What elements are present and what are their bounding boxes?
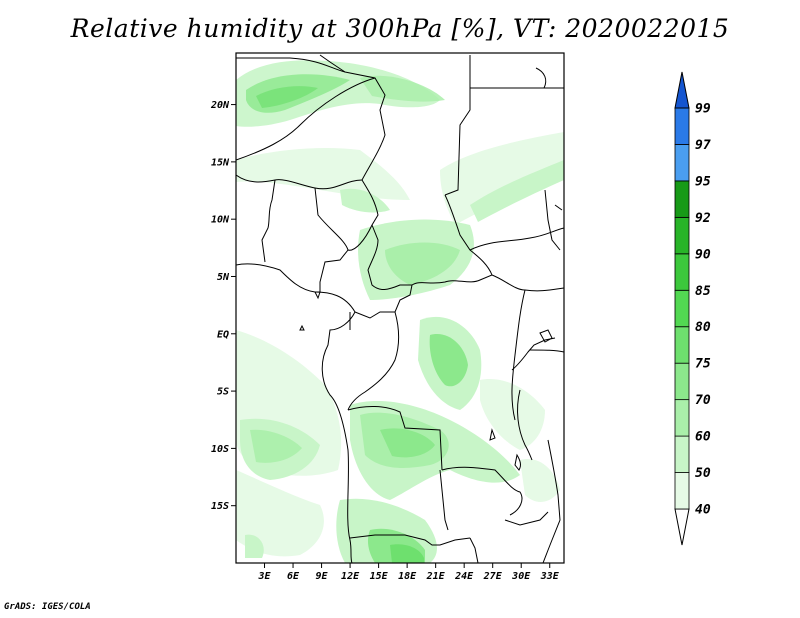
colorbar-segment (674, 362, 690, 401)
lat-label: EQ (217, 329, 229, 340)
colorbar-min-arrow (674, 508, 690, 546)
colorbar-label: 97 (695, 138, 711, 153)
colorbar-label: 75 (695, 357, 711, 372)
colorbar-segment (674, 399, 690, 437)
lat-label: 20N (210, 100, 230, 111)
lon-label: 6E (287, 571, 300, 582)
colorbar-label: 92 (695, 211, 711, 226)
lat-label: 5S (217, 387, 229, 398)
colorbar-segment (674, 289, 690, 328)
colorbar-label: 80 (695, 320, 711, 335)
latitude-axis: 20N 15N 10N 5N EQ 5S 10S 15S (210, 100, 236, 512)
lon-label: 12E (341, 571, 360, 582)
colorbar-segment (674, 180, 690, 218)
lat-label: 5N (217, 272, 230, 283)
colorbar-label: 95 (695, 174, 711, 189)
lon-label: 18E (398, 571, 417, 582)
lon-label: 27E (483, 571, 503, 582)
colorbar-segment (674, 144, 690, 182)
lat-label: 15S (211, 501, 229, 512)
colorbar-segment (674, 216, 690, 255)
lon-label: 24E (454, 571, 474, 582)
colorbar-label: 70 (695, 393, 711, 408)
lon-label: 3E (257, 571, 271, 582)
map-frame (235, 52, 565, 564)
lat-label: 10S (211, 444, 229, 455)
lat-label: 15N (211, 157, 230, 168)
colorbar-label: 50 (695, 466, 711, 481)
colorbar-label: 40 (695, 503, 711, 518)
colorbar-label: 85 (695, 284, 711, 299)
humidity-shading (236, 60, 564, 563)
lon-label: 9E (316, 571, 329, 582)
colorbar-segment (674, 326, 690, 364)
colorbar-segment (674, 253, 690, 291)
colorbar-segment (674, 107, 690, 145)
colorbar-label: 90 (695, 247, 711, 262)
lon-label: 21E (426, 571, 446, 582)
colorbar-label: 60 (695, 430, 711, 445)
colorbar: 40 50 60 70 75 80 85 90 92 95 97 99 (674, 71, 711, 546)
lon-label: 33E (540, 571, 560, 582)
colorbar-segment (674, 472, 690, 510)
lon-label: 15E (370, 571, 389, 582)
map-title: Relative humidity at 300hPa [%], VT: 202… (70, 14, 730, 43)
colorbar-segment (674, 435, 690, 473)
country-borders (236, 54, 564, 563)
colorbar-label: 99 (695, 102, 711, 117)
lat-label: 10N (211, 215, 230, 226)
lon-label: 30E (511, 571, 531, 582)
longitude-axis: 3E 6E 9E 12E 15E 18E 21E 24E 27E 30E 33E (257, 563, 560, 582)
credit-text: GrADS: IGES/COLA (4, 602, 91, 612)
colorbar-max-arrow (674, 71, 690, 109)
